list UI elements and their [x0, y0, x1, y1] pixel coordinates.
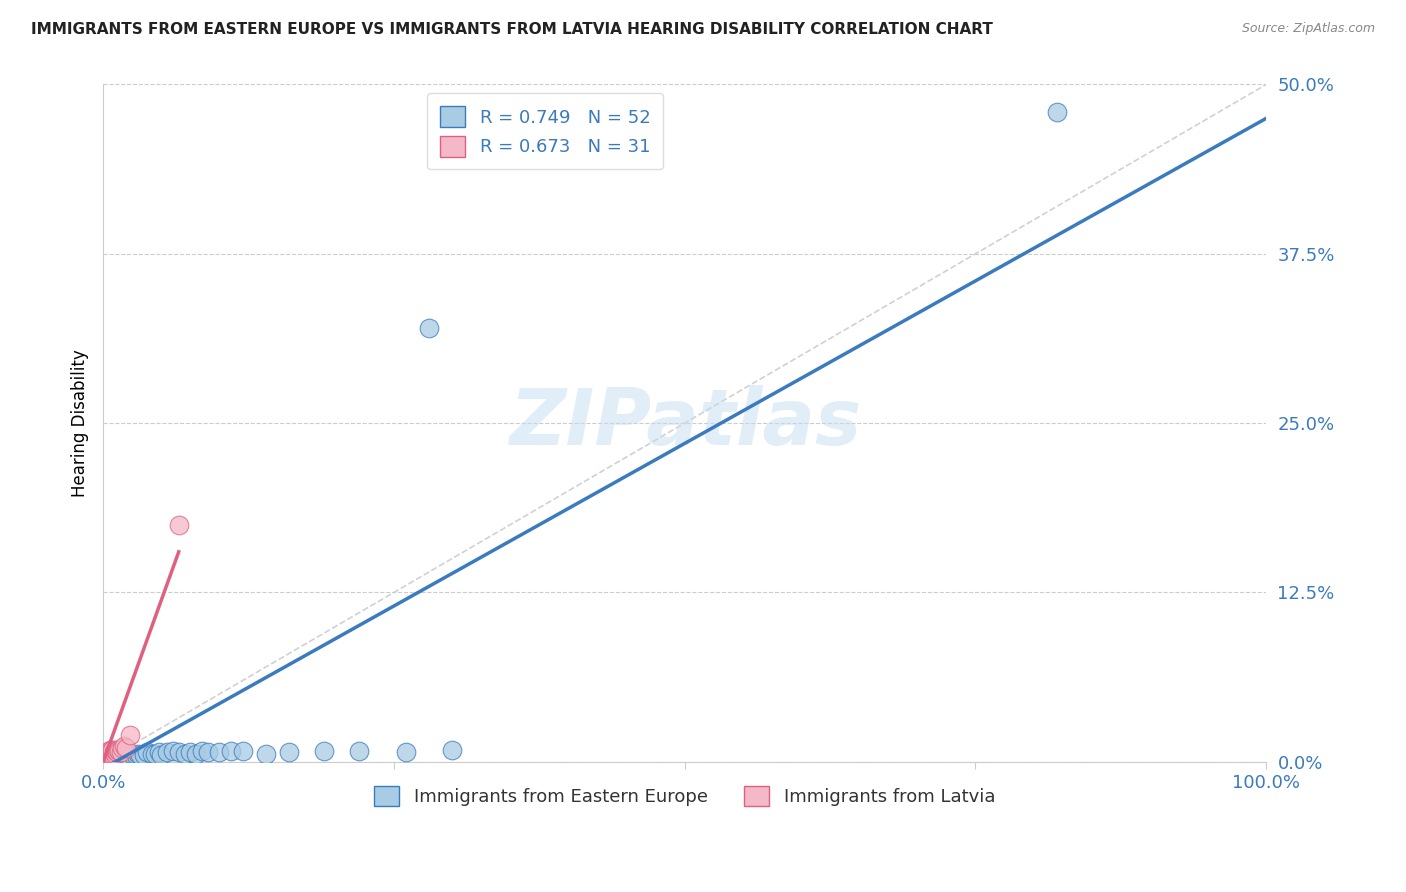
- Y-axis label: Hearing Disability: Hearing Disability: [72, 350, 89, 497]
- Point: [145, 747, 167, 761]
- Point: [232, 744, 254, 758]
- Point: [105, 750, 128, 764]
- Point: [219, 744, 242, 758]
- Point: [94, 747, 117, 762]
- Point: [129, 747, 152, 762]
- Point: [110, 745, 132, 759]
- Point: [101, 742, 124, 756]
- Point: [418, 321, 440, 335]
- Point: [97, 750, 120, 764]
- Point: [96, 747, 118, 761]
- Point: [132, 747, 155, 762]
- Point: [121, 747, 143, 761]
- Point: [93, 752, 115, 766]
- Point: [136, 745, 159, 759]
- Point: [110, 750, 132, 764]
- Point: [150, 747, 173, 762]
- Point: [141, 747, 163, 761]
- Point: [97, 747, 120, 762]
- Point: [96, 752, 118, 766]
- Point: [115, 747, 138, 762]
- Point: [97, 747, 120, 762]
- Point: [98, 745, 121, 759]
- Point: [96, 749, 118, 764]
- Point: [107, 747, 129, 762]
- Point: [125, 747, 148, 762]
- Point: [105, 745, 128, 759]
- Point: [394, 745, 416, 759]
- Point: [108, 744, 131, 758]
- Point: [94, 750, 117, 764]
- Point: [278, 745, 301, 759]
- Point: [101, 750, 124, 764]
- Point: [98, 750, 121, 764]
- Point: [167, 517, 190, 532]
- Point: [127, 747, 149, 761]
- Point: [112, 739, 135, 753]
- Point: [104, 749, 127, 764]
- Text: ZIPatlas: ZIPatlas: [509, 385, 860, 461]
- Point: [103, 747, 125, 762]
- Point: [118, 728, 141, 742]
- Text: Source: ZipAtlas.com: Source: ZipAtlas.com: [1241, 22, 1375, 36]
- Point: [104, 747, 127, 761]
- Point: [97, 749, 120, 764]
- Point: [94, 749, 117, 764]
- Point: [100, 749, 122, 764]
- Point: [107, 742, 129, 756]
- Point: [197, 745, 219, 759]
- Point: [104, 749, 127, 764]
- Point: [191, 744, 214, 758]
- Point: [100, 744, 122, 758]
- Point: [104, 744, 127, 758]
- Point: [173, 747, 195, 761]
- Point: [347, 744, 370, 758]
- Point: [186, 747, 208, 761]
- Point: [111, 747, 134, 761]
- Point: [98, 747, 121, 762]
- Point: [96, 750, 118, 764]
- Point: [208, 745, 231, 759]
- Point: [162, 744, 184, 758]
- Point: [103, 745, 125, 759]
- Point: [101, 747, 124, 761]
- Point: [115, 741, 138, 756]
- Point: [156, 745, 179, 759]
- Point: [148, 745, 170, 759]
- Point: [97, 749, 120, 764]
- Legend: Immigrants from Eastern Europe, Immigrants from Latvia: Immigrants from Eastern Europe, Immigran…: [367, 779, 1002, 814]
- Point: [118, 749, 141, 764]
- Point: [98, 742, 121, 756]
- Point: [441, 742, 464, 756]
- Point: [97, 750, 120, 764]
- Point: [93, 750, 115, 764]
- Point: [167, 745, 190, 759]
- Point: [97, 749, 120, 764]
- Point: [100, 747, 122, 762]
- Point: [97, 745, 120, 759]
- Point: [104, 742, 127, 756]
- Point: [112, 749, 135, 764]
- Point: [97, 744, 120, 758]
- Point: [111, 741, 134, 756]
- Point: [111, 747, 134, 762]
- Point: [179, 745, 201, 759]
- Text: IMMIGRANTS FROM EASTERN EUROPE VS IMMIGRANTS FROM LATVIA HEARING DISABILITY CORR: IMMIGRANTS FROM EASTERN EUROPE VS IMMIGR…: [31, 22, 993, 37]
- Point: [1046, 104, 1069, 119]
- Point: [97, 747, 120, 761]
- Point: [254, 747, 277, 761]
- Point: [108, 749, 131, 764]
- Point: [314, 744, 336, 758]
